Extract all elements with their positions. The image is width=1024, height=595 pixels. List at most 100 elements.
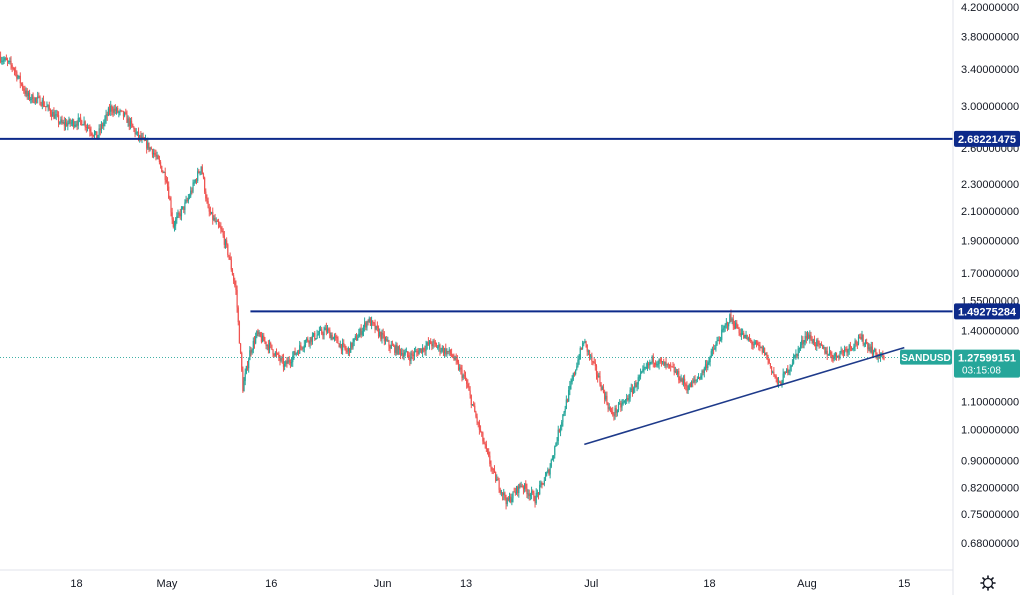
candle-body (667, 364, 669, 366)
candle-body (464, 375, 467, 380)
candle-body (242, 370, 244, 392)
candle-body (8, 61, 10, 63)
candle-body (729, 314, 731, 324)
candle-body (121, 110, 123, 112)
candle-body (839, 352, 841, 359)
candle-body (409, 357, 411, 361)
candle-body (337, 338, 339, 344)
candle-body (348, 348, 351, 353)
candle-body (551, 458, 554, 460)
trendline[interactable] (584, 346, 905, 446)
candle-body (764, 348, 766, 356)
candle-body (588, 350, 591, 356)
candle-body (558, 429, 560, 432)
candle-body (684, 378, 686, 385)
candle-body (325, 327, 327, 332)
candle-body (827, 354, 829, 356)
candle-body (244, 373, 246, 382)
candle-body (761, 346, 763, 353)
candle-body (646, 363, 649, 368)
candle-body (34, 97, 36, 103)
candle-body (750, 339, 752, 342)
candle-body (715, 344, 717, 349)
candle-body (469, 390, 471, 396)
candle-body (766, 352, 768, 360)
candle-body (521, 485, 523, 487)
x-tick-label: 18 (703, 578, 715, 590)
candle-body (91, 133, 93, 136)
candle-body (60, 119, 62, 123)
candle-body (532, 491, 534, 493)
candle-body (843, 348, 846, 354)
candle-body (579, 348, 581, 359)
price-axis[interactable]: 4.20000000 3.80000000 3.40000000 3.00000000… (961, 2, 1019, 550)
candle-body (877, 354, 879, 359)
candle-body (478, 422, 480, 430)
candle-body (353, 338, 355, 342)
candle-body (381, 333, 383, 340)
candle-body (6, 60, 9, 62)
trendline-layer[interactable] (584, 346, 905, 446)
candle-body (733, 325, 736, 329)
candle-body (731, 318, 733, 321)
candle-body (146, 139, 148, 149)
candle-body (286, 361, 288, 364)
candle-body (408, 355, 410, 358)
y-tick-label: 4.20000000 (961, 2, 1019, 14)
candle-body (33, 102, 35, 104)
candle-body (474, 405, 476, 413)
candle-body (288, 360, 290, 363)
candle-body (346, 351, 348, 353)
candle-body (155, 154, 157, 157)
candle-body (702, 370, 704, 373)
candle-body (508, 496, 511, 501)
candle-body (275, 352, 278, 354)
candle-body (721, 329, 723, 340)
candle-body (794, 354, 796, 357)
candle-body (862, 334, 864, 344)
horizontal-levels[interactable] (0, 137, 953, 313)
candle-body (519, 484, 521, 487)
candle-body (696, 378, 698, 380)
candle-body (608, 407, 610, 409)
candle-body (278, 353, 280, 358)
level-price-tag (954, 303, 1020, 320)
candle-body (370, 320, 373, 326)
candle-body (311, 335, 314, 342)
candle-body (274, 352, 276, 356)
candle-body (259, 332, 261, 337)
candle-body (630, 388, 632, 390)
candle-body (148, 142, 150, 150)
candle-body (180, 208, 183, 217)
candle-body (767, 359, 769, 361)
candle-body (701, 370, 703, 376)
candle-body (382, 333, 384, 335)
candle-body (859, 336, 861, 338)
candle-body (768, 359, 770, 364)
candle-body (430, 340, 432, 344)
candle-body (699, 377, 701, 379)
candle-body (457, 362, 460, 370)
candle-body (883, 356, 885, 360)
candle-body (162, 172, 164, 174)
candle-body (801, 340, 803, 345)
candle-body (184, 202, 186, 210)
time-axis[interactable]: 18 May 16 Jun 13 Jul 18 Aug 15 (70, 578, 910, 590)
candle-body (685, 384, 687, 387)
candle-body (446, 351, 448, 355)
candle-body (183, 206, 185, 210)
candle-body (506, 498, 508, 505)
candle-body (730, 314, 732, 321)
settings-gear-icon[interactable] (980, 575, 996, 591)
candle-body (455, 356, 457, 360)
candle-body (22, 84, 24, 89)
candle-body (577, 360, 579, 367)
candle-body (505, 498, 507, 505)
candle-body (635, 383, 637, 388)
candle-body (811, 339, 813, 344)
candle-body (570, 382, 572, 386)
candle-body (583, 343, 585, 345)
candle-body (376, 325, 378, 329)
candle-body (359, 328, 361, 334)
